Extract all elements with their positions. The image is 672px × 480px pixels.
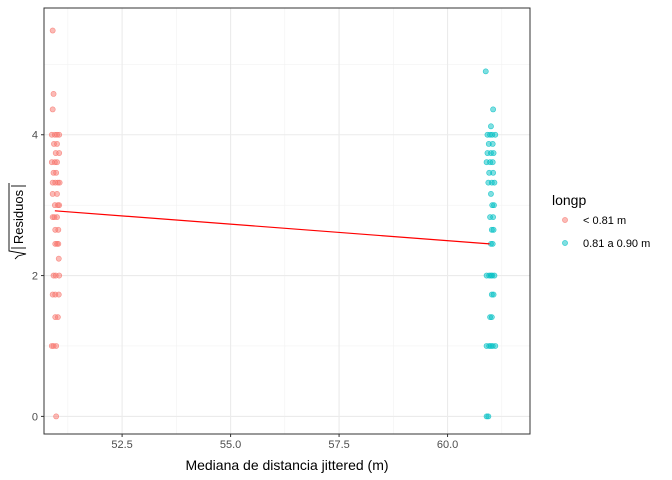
data-point-series-1 xyxy=(56,131,63,138)
data-points xyxy=(48,27,499,420)
data-point-series-2 xyxy=(490,226,497,233)
fit-line xyxy=(54,210,490,245)
data-point-series-2 xyxy=(490,106,497,113)
data-point-series-2 xyxy=(490,169,497,176)
data-point-series-2 xyxy=(490,150,497,156)
data-point-series-2 xyxy=(492,343,499,349)
data-point-series-2 xyxy=(489,140,496,147)
data-point-series-1 xyxy=(54,190,60,197)
data-point-series-1 xyxy=(56,202,63,209)
x-tick-label: 60.0 xyxy=(437,439,458,451)
data-point-series-2 xyxy=(488,314,495,321)
legend-label-2: 0.81 a 0.90 m xyxy=(583,238,650,250)
y-tick-label: 2 xyxy=(32,271,38,283)
legend-label-1: < 0.81 m xyxy=(583,215,626,227)
panel-background xyxy=(44,8,530,434)
data-point-series-2 xyxy=(488,190,494,197)
plot-panel xyxy=(44,8,530,434)
y-tick-label: 0 xyxy=(32,411,38,423)
data-point-series-2 xyxy=(485,413,492,420)
data-point-series-1 xyxy=(54,140,60,147)
data-point-series-2 xyxy=(490,214,497,221)
y-tick-label: 4 xyxy=(32,130,38,142)
panel-border xyxy=(43,7,531,435)
data-point-series-2 xyxy=(489,159,496,166)
data-point-series-1 xyxy=(53,413,60,420)
data-point-series-1 xyxy=(49,106,56,113)
data-point-series-2 xyxy=(491,202,497,209)
data-point-series-1 xyxy=(53,169,60,176)
data-point-series-1 xyxy=(56,150,63,156)
data-point-series-1 xyxy=(55,240,62,247)
data-point-series-1 xyxy=(54,214,60,221)
data-point-series-1 xyxy=(54,159,60,166)
data-point-series-2 xyxy=(488,123,494,130)
data-point-series-1 xyxy=(49,27,56,34)
x-tick-label: 52.5 xyxy=(111,439,132,451)
data-point-series-2 xyxy=(482,68,489,75)
legend: longp < 0.81 m 0.81 a 0.90 m xyxy=(552,192,650,250)
data-point-series-1 xyxy=(54,314,61,321)
axes: 52.5 55.0 57.5 60.0 0 2 4 Mediana de distancia … xyxy=(8,7,531,473)
data-point-series-1 xyxy=(56,272,63,279)
data-point-series-2 xyxy=(491,272,498,279)
legend-key-2 xyxy=(562,240,568,246)
y-axis-title: Residuos xyxy=(8,183,27,260)
data-point-series-1 xyxy=(55,255,62,262)
data-point-series-2 xyxy=(492,131,499,138)
fit-line-group xyxy=(54,210,490,245)
data-point-series-1 xyxy=(53,343,60,349)
x-tick-label: 57.5 xyxy=(328,439,349,451)
data-point-series-2 xyxy=(490,291,497,298)
legend-key-1 xyxy=(562,217,568,223)
data-point-series-2 xyxy=(491,179,498,186)
data-point-series-1 xyxy=(55,226,62,233)
x-axis-title: Mediana de distancia jittered (m) xyxy=(185,457,388,473)
y-axis-title-text: Residuos xyxy=(11,189,26,244)
sqrt-symbol xyxy=(8,183,27,260)
legend-title: longp xyxy=(552,192,586,208)
data-point-series-2 xyxy=(489,240,496,247)
data-point-series-1 xyxy=(56,179,63,186)
data-point-series-1 xyxy=(50,91,57,97)
x-tick-label: 55.0 xyxy=(220,439,241,451)
data-point-series-1 xyxy=(55,291,62,298)
